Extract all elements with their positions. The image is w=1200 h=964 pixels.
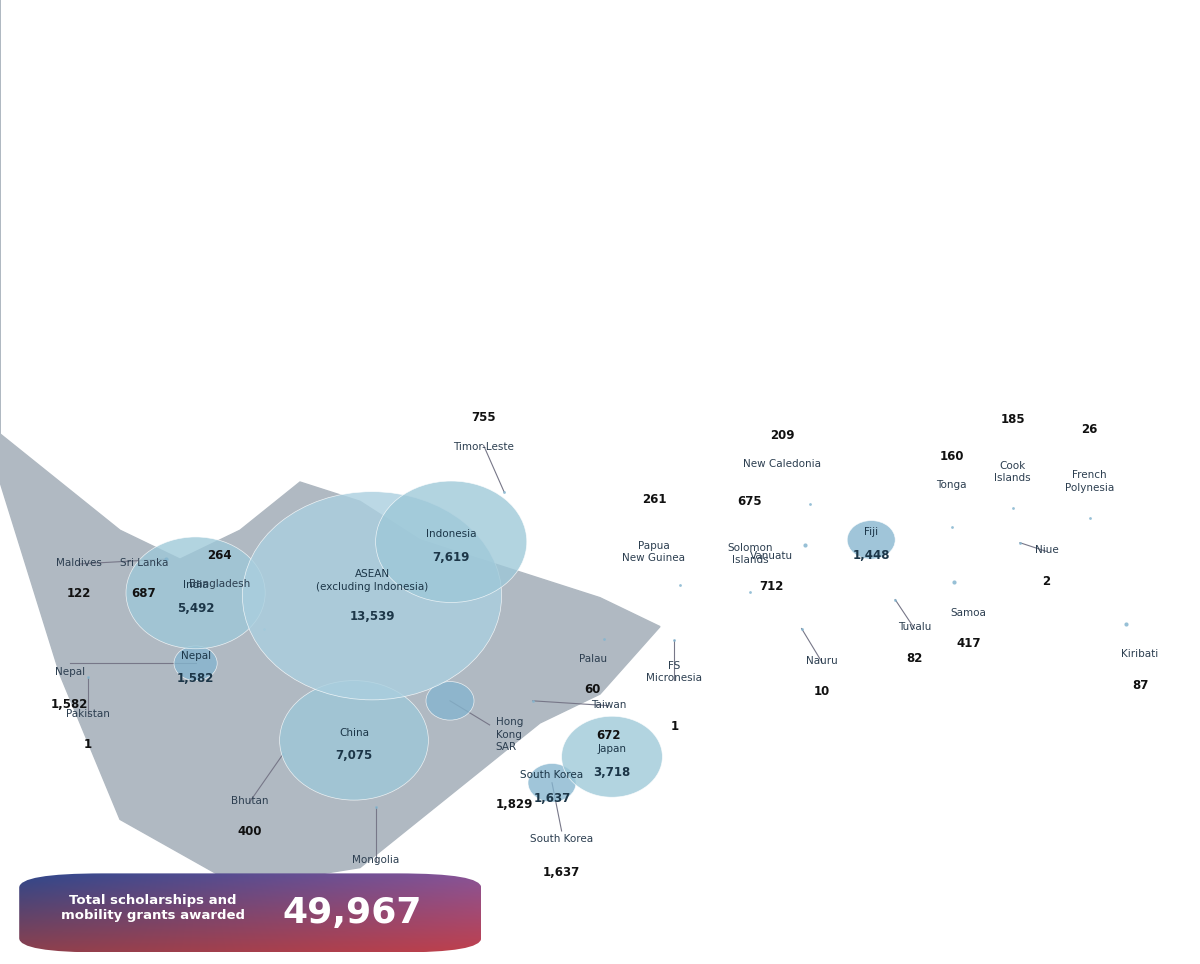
Text: Sri Lanka: Sri Lanka	[120, 558, 168, 568]
Text: 60: 60	[584, 683, 601, 696]
Text: Kiribati: Kiribati	[1121, 650, 1159, 659]
Text: 240: 240	[364, 884, 388, 897]
Text: Maldives: Maldives	[56, 558, 102, 568]
Text: Pakistan: Pakistan	[66, 710, 109, 719]
Text: 87: 87	[1132, 679, 1148, 691]
Text: 209: 209	[770, 429, 794, 442]
Text: 1: 1	[84, 738, 91, 751]
Text: 400: 400	[238, 825, 262, 838]
Text: South Korea: South Korea	[530, 835, 593, 844]
Text: 7,619: 7,619	[432, 550, 470, 564]
Polygon shape	[0, 0, 660, 887]
Text: Bhutan: Bhutan	[230, 796, 269, 806]
Text: Nepal: Nepal	[180, 651, 211, 660]
Text: 712: 712	[760, 580, 784, 593]
Text: ASEAN
(excluding Indonesia): ASEAN (excluding Indonesia)	[316, 569, 428, 592]
Text: Mongolia: Mongolia	[352, 855, 400, 865]
Text: 2: 2	[1043, 575, 1050, 587]
Text: Hong
Kong
SAR: Hong Kong SAR	[496, 717, 523, 752]
Text: 675: 675	[738, 495, 762, 508]
Circle shape	[376, 481, 527, 602]
Text: New Caledonia: New Caledonia	[744, 459, 821, 469]
Text: Cook
Islands: Cook Islands	[995, 461, 1031, 483]
Circle shape	[426, 682, 474, 720]
Text: Vanuatu: Vanuatu	[750, 551, 793, 561]
Circle shape	[562, 716, 662, 797]
Text: Fiji: Fiji	[864, 527, 878, 537]
Text: 185: 185	[1001, 414, 1025, 426]
Text: 417: 417	[956, 637, 980, 650]
Text: Timor-Leste: Timor-Leste	[454, 442, 514, 451]
Text: Japan: Japan	[598, 744, 626, 754]
Text: 1,582: 1,582	[176, 672, 215, 685]
Text: 82: 82	[906, 652, 923, 664]
Text: 264: 264	[208, 549, 232, 562]
Text: 1: 1	[671, 720, 678, 733]
Text: 160: 160	[940, 450, 964, 463]
Text: South Korea: South Korea	[521, 770, 583, 780]
Text: Taiwan: Taiwan	[590, 700, 626, 710]
Text: FS
Micronesia: FS Micronesia	[647, 661, 702, 683]
Circle shape	[242, 492, 502, 700]
Text: 1,637: 1,637	[542, 866, 581, 878]
Text: Tonga: Tonga	[936, 480, 967, 490]
Text: 1,582: 1,582	[50, 698, 89, 710]
Text: India: India	[182, 580, 209, 590]
Text: China: China	[340, 728, 370, 737]
Circle shape	[528, 763, 576, 802]
Text: French
Polynesia: French Polynesia	[1064, 470, 1115, 493]
Text: 1,829: 1,829	[496, 798, 533, 811]
Text: Nepal: Nepal	[54, 667, 85, 677]
Circle shape	[280, 681, 428, 800]
Text: Bangladesh: Bangladesh	[188, 579, 251, 589]
Text: Total scholarships and
mobility grants awarded: Total scholarships and mobility grants a…	[61, 895, 245, 923]
Text: 26: 26	[1081, 423, 1098, 436]
Text: 687: 687	[132, 587, 156, 600]
Text: Solomon
Islands: Solomon Islands	[727, 543, 773, 565]
Text: 122: 122	[67, 587, 91, 600]
Text: Nauru: Nauru	[806, 656, 838, 666]
Text: Papua
New Guinea: Papua New Guinea	[623, 541, 685, 563]
Circle shape	[847, 521, 895, 559]
Text: 755: 755	[472, 412, 496, 424]
Text: 49,967: 49,967	[282, 896, 421, 930]
Text: 1,448: 1,448	[852, 549, 890, 562]
Text: Niue: Niue	[1034, 546, 1058, 555]
Text: Samoa: Samoa	[950, 608, 986, 618]
Text: Indonesia: Indonesia	[426, 529, 476, 539]
Text: Palau: Palau	[578, 655, 607, 664]
Circle shape	[174, 646, 217, 681]
Text: 261: 261	[642, 494, 666, 506]
Text: Tuvalu: Tuvalu	[898, 623, 931, 632]
Text: 10: 10	[814, 685, 830, 698]
Text: 672: 672	[596, 729, 620, 741]
Text: 3,718: 3,718	[593, 765, 631, 779]
Text: 7,075: 7,075	[335, 749, 373, 763]
Text: 1,637: 1,637	[533, 791, 571, 805]
Circle shape	[126, 537, 265, 649]
Text: 13,539: 13,539	[349, 610, 395, 624]
Text: 5,492: 5,492	[176, 602, 215, 615]
